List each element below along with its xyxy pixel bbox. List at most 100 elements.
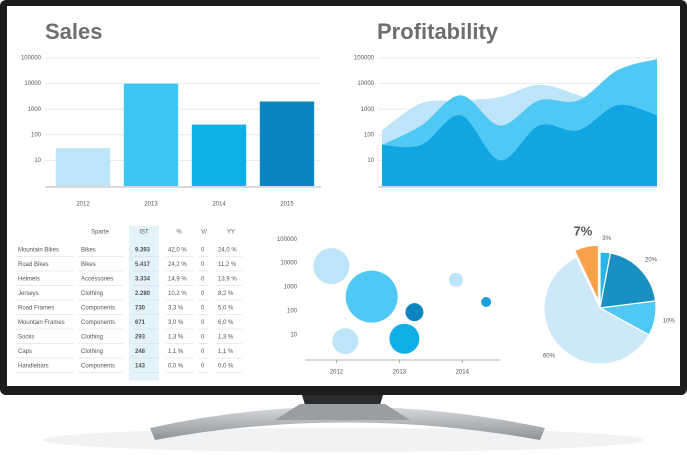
table-cell: 0,0 % <box>168 364 184 370</box>
table-cell: 0 <box>201 248 205 254</box>
bubble <box>345 270 398 323</box>
bubble <box>313 248 350 285</box>
table-cell: 0 <box>201 349 205 355</box>
table-cell: Clothing <box>81 291 103 297</box>
ist-column <box>129 226 159 381</box>
y-tick-label: 100000 <box>354 56 375 62</box>
data-label: 7% <box>574 223 593 238</box>
chart-title: Profitability <box>377 19 499 44</box>
table-cell: 0 <box>201 335 205 341</box>
y-tick-label: 1000 <box>361 107 375 113</box>
table-cell: 0,0 % <box>218 364 234 370</box>
table-header: IST <box>139 230 149 236</box>
table-cell: Road Frames <box>18 306 54 312</box>
data-label: 20% <box>645 258 658 264</box>
data-label: 3% <box>602 236 611 242</box>
table-cell: 9.393 <box>135 248 151 254</box>
table-cell: Road Bikes <box>18 262 49 268</box>
table-cell: Jerseys <box>18 291 39 297</box>
bar <box>259 101 315 186</box>
table-cell: Clothing <box>81 335 103 341</box>
table-cell: 0 <box>201 277 205 283</box>
table-cell: 5.417 <box>135 262 151 268</box>
table-cell: 0 <box>201 364 205 370</box>
y-tick-label: 100000 <box>277 237 298 243</box>
y-tick-label: 10 <box>367 158 374 164</box>
x-tick-label: 2015 <box>280 202 294 208</box>
table-cell: 143 <box>135 364 146 370</box>
chart-title: Sales <box>45 19 103 44</box>
table-cell: 0 <box>201 320 205 326</box>
table-cell: Accessories <box>81 277 113 283</box>
table-cell: Mountain Bikes <box>18 248 59 254</box>
area <box>382 104 657 186</box>
table-cell: 2.280 <box>135 291 151 297</box>
table-cell: 1,1 % <box>218 349 234 355</box>
table-cell: Clothing <box>81 349 103 355</box>
y-tick-label: 10 <box>34 158 41 164</box>
shadow <box>43 428 643 452</box>
bar <box>191 124 247 186</box>
table-header: YY <box>227 230 235 236</box>
table-cell: 13,9 % <box>218 277 237 283</box>
x-tick-label: 2013 <box>144 202 158 208</box>
y-tick-label: 1000 <box>28 107 42 113</box>
table-header: % <box>176 230 182 236</box>
table-cell: Bikes <box>81 262 96 268</box>
table-header: V/ <box>201 230 207 236</box>
stand-base <box>150 406 545 440</box>
x-tick-label: 2012 <box>76 202 90 208</box>
y-tick-label: 10000 <box>280 261 297 267</box>
table-cell: Handlebars <box>18 364 49 370</box>
table-cell: 3,0 % <box>168 320 184 326</box>
data-label: 10% <box>663 319 676 325</box>
table-cell: 24,2 % <box>168 262 187 268</box>
bubble <box>448 272 463 287</box>
bar <box>123 83 179 186</box>
table-cell: 14,9 % <box>168 277 187 283</box>
x-tick-label: 2014 <box>456 370 470 376</box>
bubble <box>332 328 359 355</box>
table-cell: 42,0 % <box>168 248 187 254</box>
y-tick-label: 100000 <box>21 56 42 62</box>
table-cell: 5,0 % <box>218 306 234 312</box>
table-cell: 3,3 % <box>168 306 184 312</box>
y-tick-label: 10000 <box>357 81 374 87</box>
x-tick-label: 2014 <box>212 202 226 208</box>
bubble <box>481 296 492 307</box>
table-cell: 1,1 % <box>168 349 184 355</box>
table-cell: 11,2 % <box>218 262 237 268</box>
table-cell: Components <box>81 306 115 312</box>
y-tick-label: 100 <box>31 132 42 138</box>
table-cell: 248 <box>135 349 146 355</box>
bar <box>55 148 111 186</box>
table-cell: 671 <box>135 320 146 326</box>
table-cell: 1,3 % <box>218 335 234 341</box>
table-cell: 0 <box>201 306 205 312</box>
table-cell: 3.334 <box>135 277 151 283</box>
x-tick-label: 2012 <box>330 370 344 376</box>
table-cell: Helmets <box>18 277 40 283</box>
y-tick-label: 100 <box>287 309 298 315</box>
x-tick-label: 2013 <box>393 370 407 376</box>
table-cell: 0 <box>201 291 205 297</box>
table-cell: 10,2 % <box>168 291 187 297</box>
table-cell: 730 <box>135 306 146 312</box>
pie-slice <box>573 244 600 302</box>
table-cell: Bikes <box>81 248 96 254</box>
table-cell: 24,0 % <box>218 248 237 254</box>
y-tick-label: 10000 <box>24 81 41 87</box>
table-cell: 293 <box>135 335 146 341</box>
table-cell: 1,3 % <box>168 335 184 341</box>
pie-slice <box>543 256 650 365</box>
table-cell: 0 <box>201 262 205 268</box>
table-cell: 8,2 % <box>218 291 234 297</box>
pie-slice <box>599 252 657 309</box>
data-label: 60% <box>543 353 556 359</box>
table-cell: Components <box>81 364 115 370</box>
bubble <box>405 303 424 322</box>
table-cell: Mountain Frames <box>18 320 65 326</box>
table-cell: 6,0 % <box>218 320 234 326</box>
bubble <box>389 323 420 354</box>
